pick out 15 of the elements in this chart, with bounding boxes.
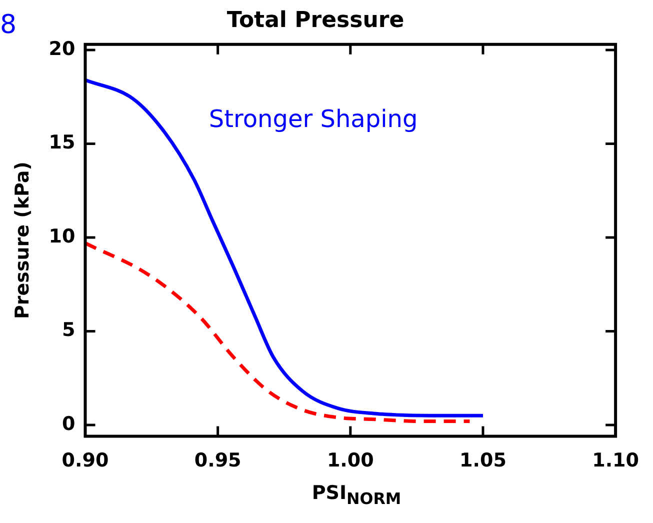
y-tick-label: 15: [48, 132, 76, 154]
y-axis-title: Pressure (kPa): [11, 162, 34, 320]
text: 8: [0, 10, 17, 40]
y-tick-label: 20: [48, 38, 76, 60]
y-tick-label: 10: [48, 225, 76, 248]
x-tick-label: 0.90: [62, 450, 109, 472]
annotation: Stronger Shaping: [208, 105, 418, 134]
y-tick-label: 0: [62, 412, 76, 435]
x-axis-title: PSI$_{NORM}$: [310, 482, 402, 508]
x-tick-label: 0.95: [194, 450, 242, 472]
y-tick-label: 5: [62, 319, 76, 342]
x-tick-label: 1.05: [460, 450, 506, 472]
chart-title: Total Pressure: [226, 8, 404, 33]
x-tick-label: 1.00: [326, 450, 374, 472]
x-tick-label: 1.10: [592, 450, 640, 472]
